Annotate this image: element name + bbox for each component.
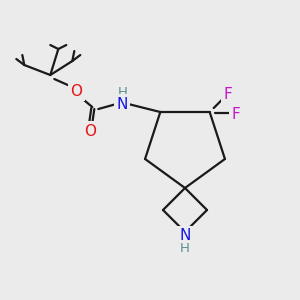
Text: O: O (70, 83, 82, 98)
Text: N: N (179, 229, 191, 244)
Text: F: F (231, 106, 240, 122)
Text: N: N (117, 97, 128, 112)
Text: H: H (117, 85, 127, 98)
Text: F: F (223, 86, 232, 101)
Text: H: H (180, 242, 190, 254)
Text: O: O (84, 124, 96, 139)
